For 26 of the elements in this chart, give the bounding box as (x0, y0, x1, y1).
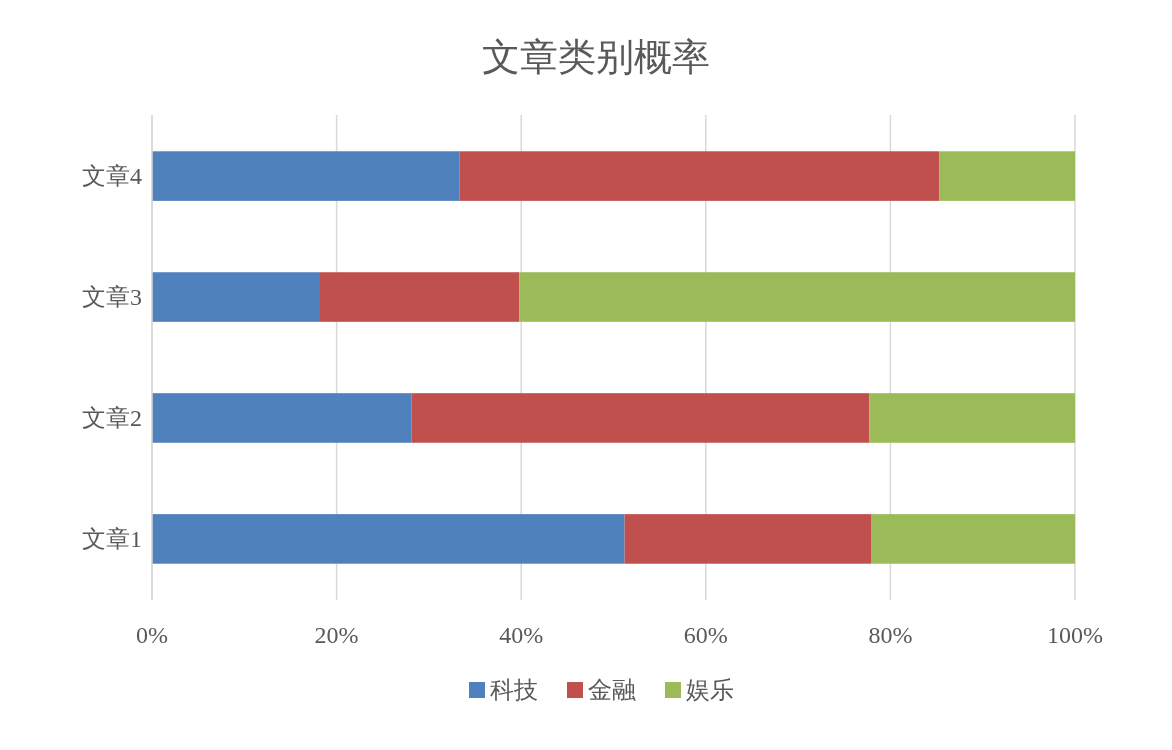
legend-label: 金融 (588, 677, 636, 704)
y-tick-label: 文章4 (82, 163, 142, 190)
bar (519, 272, 1075, 322)
bar (152, 393, 412, 443)
y-tick-label: 文章2 (82, 405, 142, 432)
legend-label: 科技 (490, 677, 538, 704)
bar (152, 151, 460, 201)
x-tick-label: 80% (868, 622, 913, 648)
y-tick-label: 文章3 (82, 284, 142, 311)
x-tick-label: 20% (314, 622, 359, 648)
bar (152, 272, 320, 322)
bar (152, 514, 625, 564)
bar (624, 514, 872, 564)
x-tick-label: 100% (1047, 622, 1103, 648)
bar (411, 393, 870, 443)
bar (459, 151, 940, 201)
legend-label: 娱乐 (686, 677, 734, 704)
chart-title: 文章类别概率 (482, 36, 710, 78)
bar (869, 393, 1075, 443)
x-tick-label: 0% (136, 622, 168, 648)
x-tick-label: 60% (683, 622, 728, 648)
bar (319, 272, 520, 322)
y-tick-label: 文章1 (82, 526, 142, 553)
bar (939, 151, 1075, 201)
bar (871, 514, 1075, 564)
x-tick-label: 40% (499, 622, 544, 648)
